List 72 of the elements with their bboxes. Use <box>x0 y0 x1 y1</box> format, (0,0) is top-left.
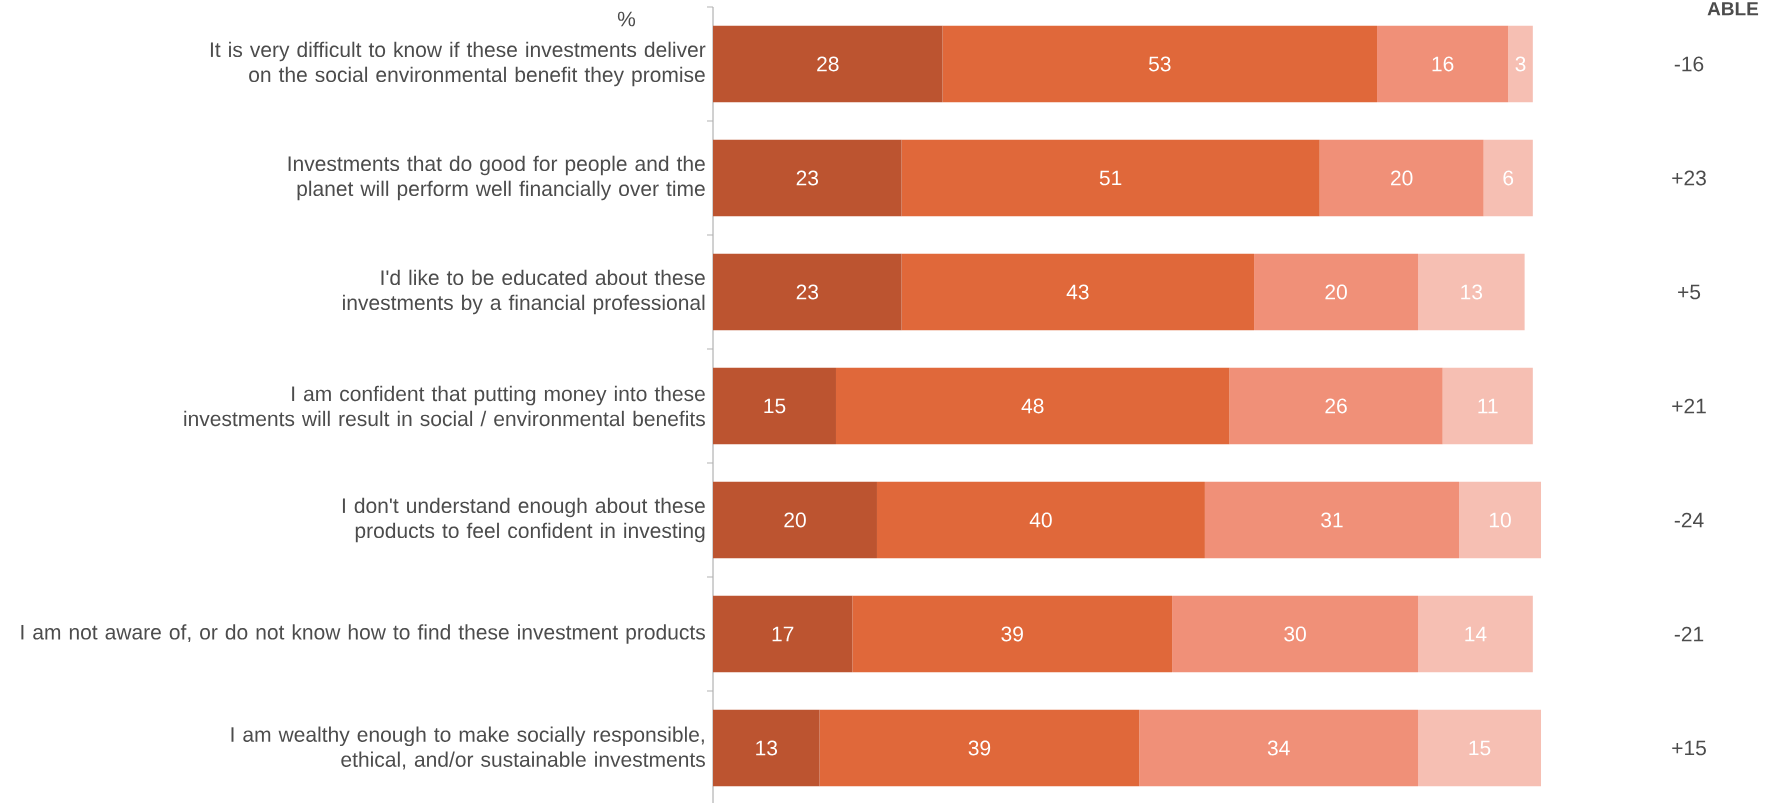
text: +15 <box>1672 740 1706 756</box>
text: -21 <box>1674 626 1704 642</box>
bar <box>713 25 943 103</box>
data-label: 39 <box>968 740 991 756</box>
bar <box>901 139 1320 217</box>
bar <box>1204 481 1460 559</box>
bar <box>1254 253 1419 331</box>
text: -16 <box>1674 56 1704 72</box>
bar <box>835 367 1230 445</box>
data-label: 20 <box>1391 170 1413 186</box>
bar <box>852 595 1173 673</box>
bar <box>819 709 1140 787</box>
bar <box>1229 367 1443 445</box>
bar <box>713 367 836 445</box>
data-label: 17 <box>772 626 794 642</box>
data-label: 20 <box>1325 284 1347 300</box>
data-label: 16 <box>1432 56 1454 72</box>
bar <box>1418 253 1525 331</box>
bar <box>1508 25 1533 103</box>
data-label: 23 <box>796 170 819 186</box>
bar <box>1459 481 1542 559</box>
data-label: 31 <box>1321 512 1343 528</box>
data-label: 26 <box>1325 398 1347 414</box>
bar <box>713 709 820 787</box>
text: +23 <box>1672 170 1706 186</box>
text: ABLE <box>1707 2 1759 16</box>
data-label: 3 <box>1515 56 1526 72</box>
y-tick-label: I am confident that putting money into these investments will result in social / environmental benefits <box>184 385 705 427</box>
bar <box>1377 25 1509 103</box>
data-label: 13 <box>1461 284 1483 300</box>
y-tick-label: I am wealthy enough to make socially responsible, ethical, and/or sustainable investments <box>231 726 705 770</box>
bar <box>713 481 877 559</box>
text: +21 <box>1672 398 1706 414</box>
bar <box>1442 367 1533 445</box>
bar <box>1319 139 1484 217</box>
data-label: 40 <box>1029 512 1052 528</box>
data-label: 43 <box>1066 284 1089 300</box>
data-label: 51 <box>1099 170 1122 186</box>
data-label: 11 <box>1478 398 1498 414</box>
y-tick-label: I am not aware of, or do not know how to find these investment products <box>21 624 705 644</box>
bar <box>713 253 902 331</box>
y-tick-label: It is very difficult to know if these investments deliver on the social environmental benefit they promise <box>210 41 706 87</box>
bar <box>942 25 1378 103</box>
text: -24 <box>1674 512 1704 528</box>
bar <box>1483 139 1533 217</box>
data-label: 39 <box>1001 626 1023 642</box>
bar <box>1418 709 1542 787</box>
bar <box>1418 595 1533 673</box>
bar <box>713 139 902 217</box>
data-label: 15 <box>764 398 786 414</box>
data-label: 53 <box>1148 56 1171 72</box>
data-label: 20 <box>784 512 806 528</box>
data-label: 34 <box>1267 740 1290 756</box>
y-tick-label: Investments that do good for people and the planet will perform well financially over time <box>288 155 705 201</box>
y-tick-label: I don't understand enough about these products to feel confident in investing <box>342 497 705 543</box>
text: +5 <box>1678 284 1701 300</box>
data-label: 10 <box>1489 512 1511 528</box>
text: % <box>617 11 636 27</box>
bar <box>876 481 1205 559</box>
bar <box>1139 709 1419 787</box>
bar <box>1172 595 1419 673</box>
data-label: 6 <box>1503 170 1514 186</box>
data-label: 23 <box>796 284 819 300</box>
bar <box>901 253 1255 331</box>
data-label: 13 <box>756 740 778 756</box>
y-tick-label: I'd like to be educated about these investments by a financial professional <box>343 269 705 315</box>
data-label: 30 <box>1284 626 1306 642</box>
data-label: 15 <box>1469 740 1491 756</box>
data-label: 48 <box>1021 398 1044 414</box>
data-label: 14 <box>1465 626 1487 642</box>
data-label: 28 <box>817 56 839 72</box>
bar <box>713 595 853 673</box>
